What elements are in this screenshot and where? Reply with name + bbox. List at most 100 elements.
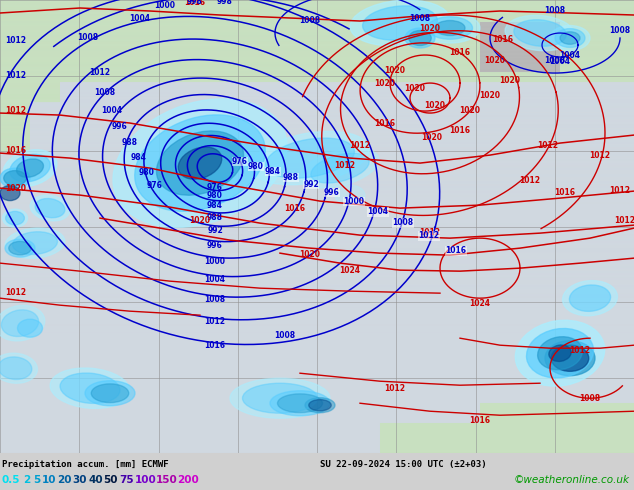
Text: 1008: 1008 <box>545 6 566 15</box>
Text: 988: 988 <box>283 173 299 182</box>
Text: 1012: 1012 <box>614 216 634 225</box>
Ellipse shape <box>50 368 130 409</box>
Text: 1008: 1008 <box>609 26 631 35</box>
Ellipse shape <box>560 32 580 44</box>
Text: 1016: 1016 <box>5 146 26 155</box>
Text: 1016: 1016 <box>470 416 491 425</box>
Ellipse shape <box>35 198 65 218</box>
Ellipse shape <box>0 357 32 380</box>
Text: 5: 5 <box>33 475 40 485</box>
Text: 1020: 1020 <box>190 216 210 225</box>
Text: ©weatheronline.co.uk: ©weatheronline.co.uk <box>514 475 630 485</box>
Ellipse shape <box>1 310 39 337</box>
Text: 1008: 1008 <box>77 33 98 42</box>
Text: 1004: 1004 <box>559 51 581 60</box>
Text: 2: 2 <box>23 475 31 485</box>
Ellipse shape <box>178 147 222 179</box>
Ellipse shape <box>3 209 27 227</box>
Text: 10: 10 <box>42 475 56 485</box>
Ellipse shape <box>515 320 605 386</box>
Text: 1000: 1000 <box>155 1 176 10</box>
Ellipse shape <box>409 30 431 46</box>
Ellipse shape <box>270 391 330 416</box>
Ellipse shape <box>266 138 354 178</box>
Ellipse shape <box>13 232 58 254</box>
Text: 1016: 1016 <box>205 341 226 350</box>
Ellipse shape <box>311 153 369 183</box>
Text: 1012: 1012 <box>205 317 226 326</box>
Ellipse shape <box>538 337 583 369</box>
Ellipse shape <box>301 148 379 188</box>
Ellipse shape <box>505 15 575 51</box>
Text: 988: 988 <box>207 213 223 221</box>
Text: 1020: 1020 <box>384 66 406 75</box>
Text: 1012: 1012 <box>418 231 439 240</box>
Text: 980: 980 <box>207 191 223 199</box>
Text: 1020: 1020 <box>5 184 26 193</box>
Ellipse shape <box>405 28 435 48</box>
Text: 1020: 1020 <box>420 24 441 32</box>
Ellipse shape <box>526 328 593 378</box>
Text: 1020: 1020 <box>404 84 425 93</box>
Text: 1020: 1020 <box>421 133 442 142</box>
Ellipse shape <box>549 345 571 362</box>
Text: 1012: 1012 <box>89 68 110 77</box>
Text: 1016: 1016 <box>285 204 306 213</box>
Ellipse shape <box>5 228 65 258</box>
Ellipse shape <box>251 131 369 185</box>
Text: 100: 100 <box>134 475 156 485</box>
Text: 980: 980 <box>139 168 155 177</box>
Text: SU 22-09-2024 15:00 UTC (±2+03): SU 22-09-2024 15:00 UTC (±2+03) <box>320 460 487 468</box>
Ellipse shape <box>551 345 589 371</box>
Ellipse shape <box>113 99 287 227</box>
Text: 1016: 1016 <box>555 188 576 197</box>
Text: 998: 998 <box>187 0 203 6</box>
Text: 1000: 1000 <box>205 257 226 266</box>
Text: 1008: 1008 <box>579 394 600 403</box>
Text: 996: 996 <box>324 188 340 197</box>
Text: 1008: 1008 <box>94 88 115 97</box>
Ellipse shape <box>16 159 44 177</box>
Text: 988: 988 <box>122 138 138 147</box>
Text: 1012: 1012 <box>349 141 370 150</box>
Text: 50: 50 <box>103 475 118 485</box>
Text: 1012: 1012 <box>609 186 630 195</box>
Text: 1016: 1016 <box>450 48 470 57</box>
Text: 1012: 1012 <box>384 384 406 393</box>
Text: 1004: 1004 <box>101 106 122 115</box>
Ellipse shape <box>0 353 37 383</box>
Ellipse shape <box>562 281 618 316</box>
Ellipse shape <box>3 150 57 186</box>
Text: 992: 992 <box>303 180 319 189</box>
Ellipse shape <box>10 154 50 182</box>
Text: 30: 30 <box>73 475 87 485</box>
Text: 1012: 1012 <box>5 288 26 297</box>
Text: 1024: 1024 <box>339 266 361 275</box>
Text: 992: 992 <box>207 225 223 235</box>
Text: 75: 75 <box>119 475 134 485</box>
Text: 1016: 1016 <box>184 0 205 7</box>
Ellipse shape <box>6 211 24 225</box>
Text: 976: 976 <box>207 183 223 192</box>
Text: 1012: 1012 <box>5 71 26 80</box>
Ellipse shape <box>60 373 120 403</box>
Text: 1004: 1004 <box>205 275 226 284</box>
Text: 1008: 1008 <box>299 16 321 25</box>
Text: 1012: 1012 <box>569 346 590 355</box>
Text: 1012: 1012 <box>420 228 441 237</box>
Text: 1008: 1008 <box>204 294 226 304</box>
Ellipse shape <box>85 381 135 406</box>
Ellipse shape <box>190 173 240 203</box>
Ellipse shape <box>363 6 437 40</box>
Ellipse shape <box>420 13 480 43</box>
Text: 1008: 1008 <box>275 331 295 340</box>
Ellipse shape <box>305 398 335 413</box>
Ellipse shape <box>0 186 20 200</box>
Text: 976: 976 <box>147 181 163 190</box>
Ellipse shape <box>555 28 585 48</box>
Text: 1012: 1012 <box>538 141 559 150</box>
Ellipse shape <box>309 400 331 411</box>
Ellipse shape <box>335 185 365 205</box>
Ellipse shape <box>569 285 611 311</box>
Ellipse shape <box>514 20 566 46</box>
